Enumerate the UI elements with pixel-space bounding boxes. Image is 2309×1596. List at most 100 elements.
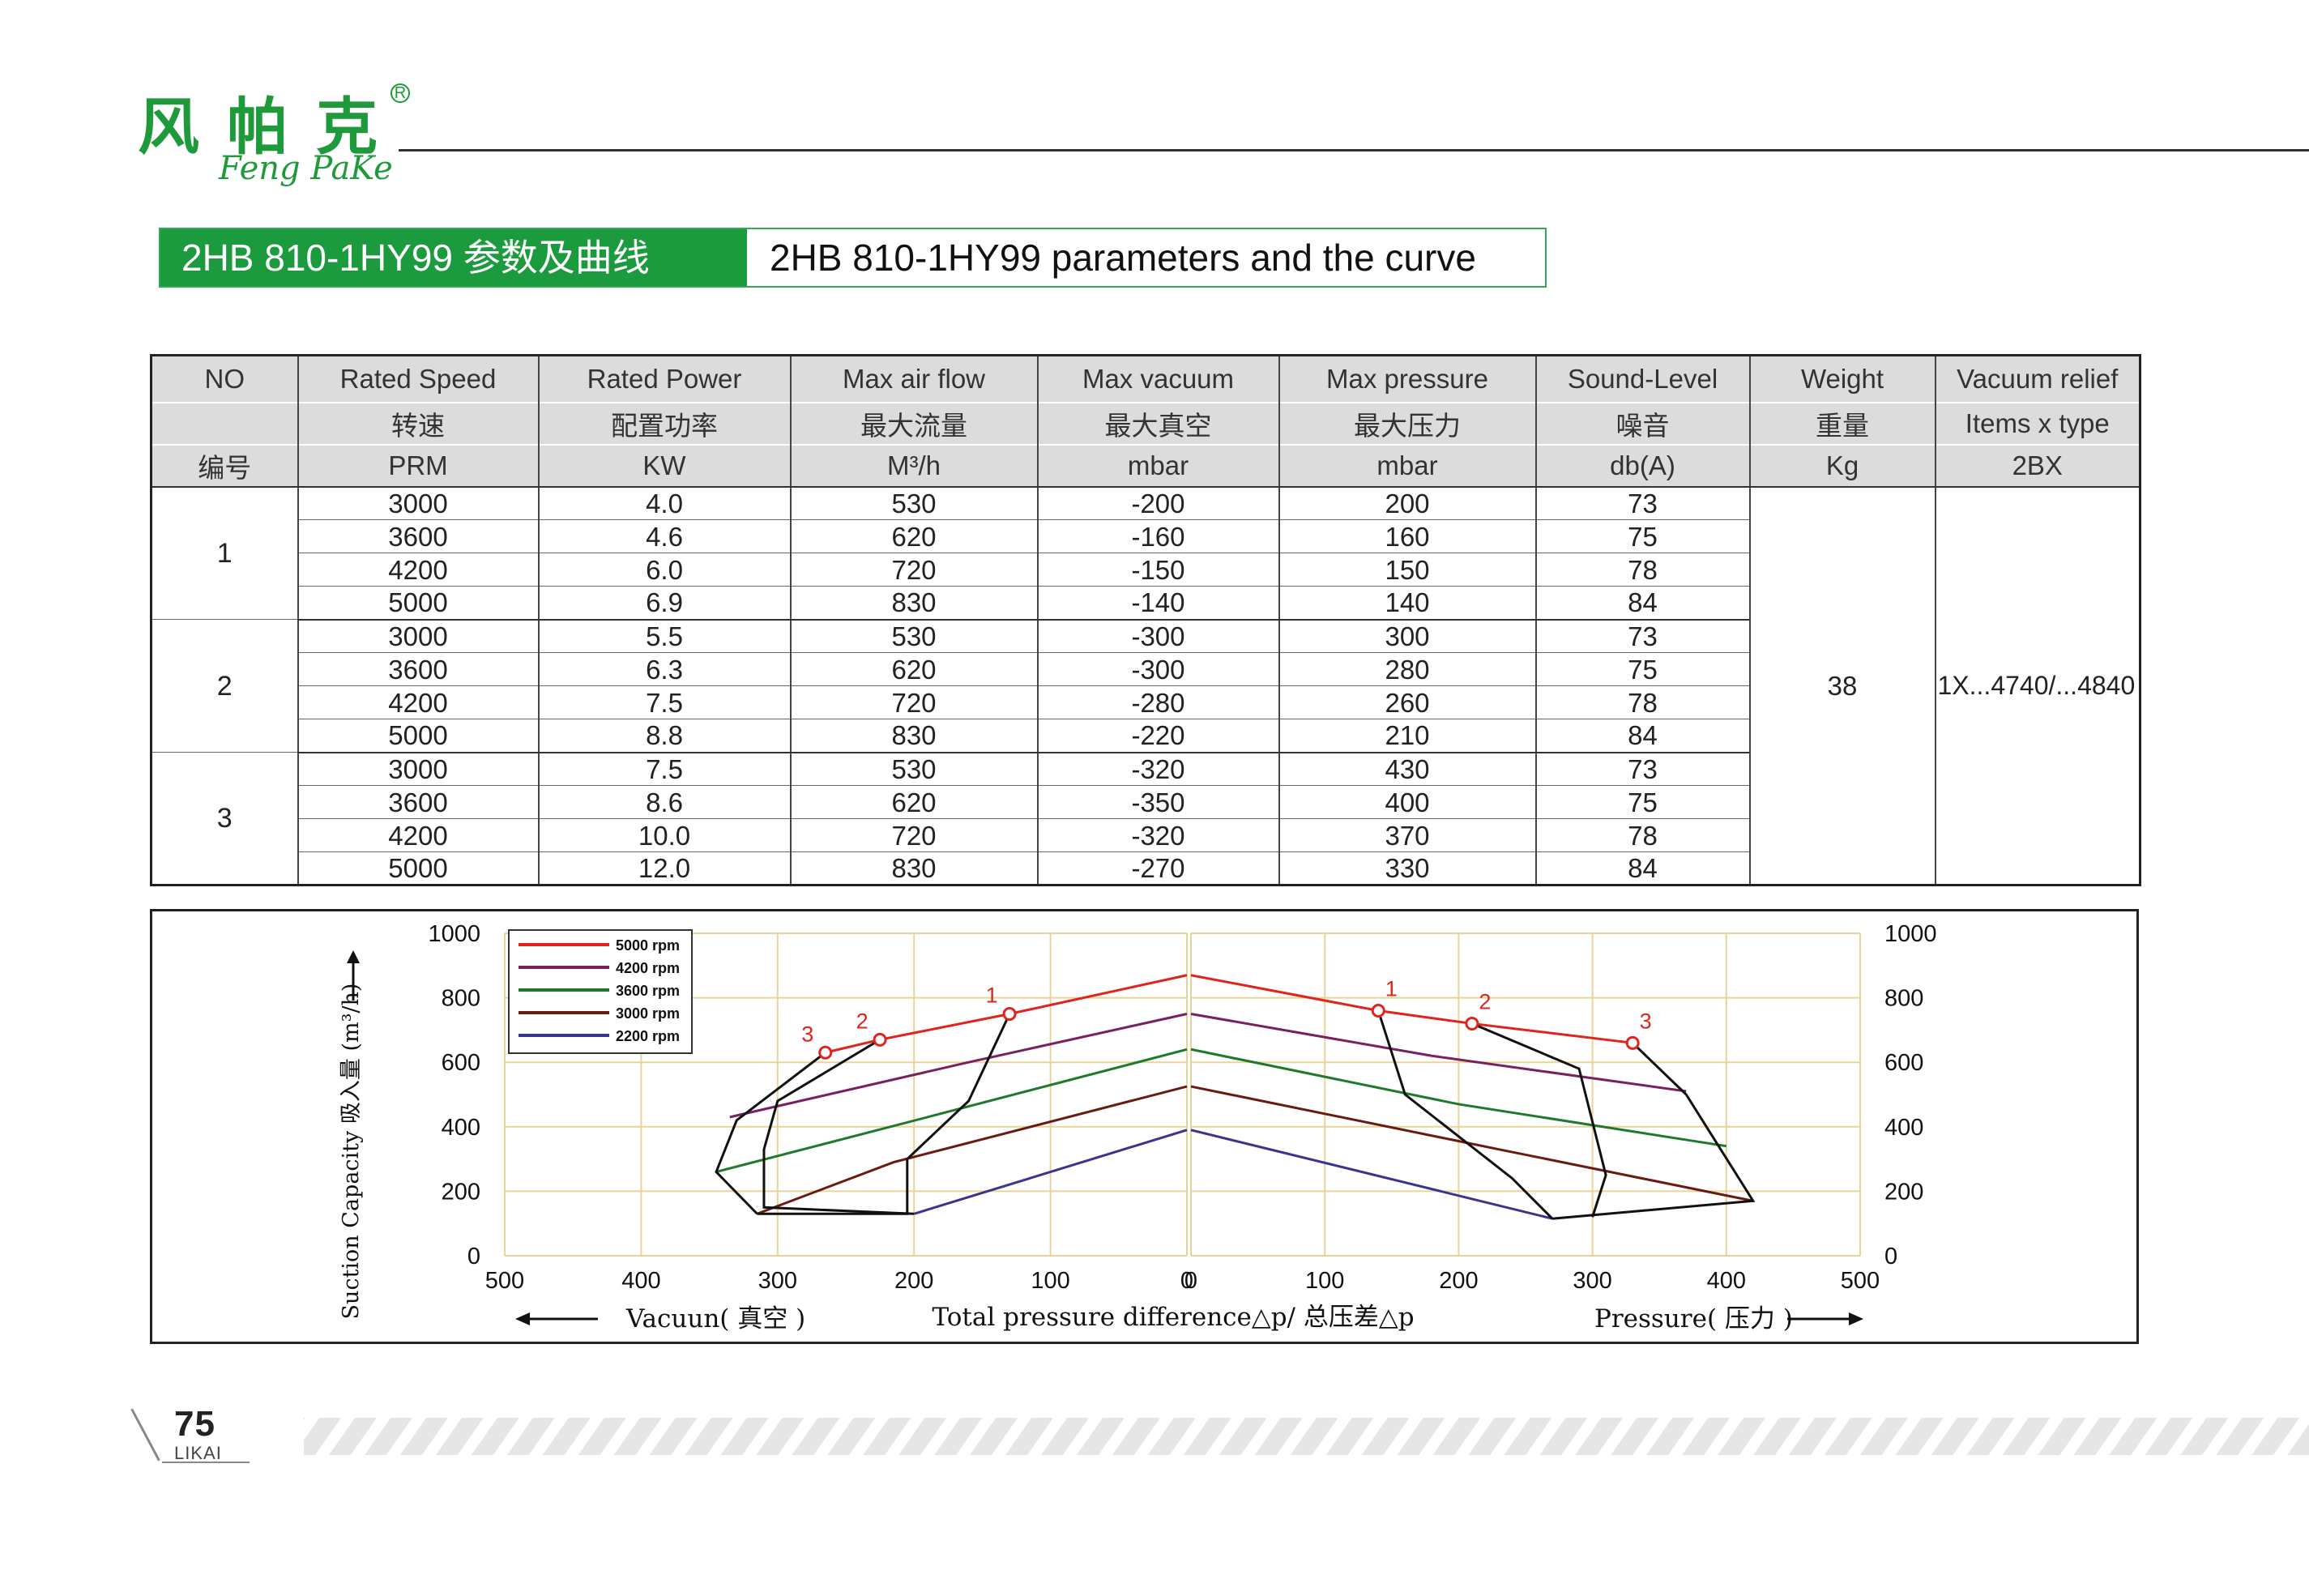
registered-mark-icon: R: [391, 83, 410, 103]
cell-pressure: 300: [1278, 619, 1536, 653]
cell-pressure: 400: [1278, 785, 1536, 819]
header-sound: Sound-Level: [1534, 355, 1750, 403]
cell-pressure: 210: [1278, 719, 1536, 753]
y-axis-arrow-head: [347, 950, 360, 963]
limit-marker-pressure: [1371, 1004, 1385, 1018]
cell-pressure: 370: [1278, 818, 1536, 852]
header-relief-type: Items x type: [1934, 401, 2140, 445]
cell-power: 7.5: [537, 752, 791, 786]
y-tick-label-left: 0: [467, 1244, 480, 1270]
brand-name-cn: 风帕克: [138, 91, 405, 163]
cell-sound: 78: [1534, 818, 1750, 852]
cell-speed: 3600: [297, 519, 539, 553]
cell-flow: 830: [789, 851, 1038, 886]
legend-label: 4200 rpm: [616, 960, 680, 976]
cell-sound: 84: [1534, 586, 1750, 621]
cell-sound: 78: [1534, 553, 1750, 587]
header-no: NO: [151, 355, 298, 403]
cell-speed: 3000: [297, 486, 539, 520]
limit-line-pressure: [1551, 1042, 1756, 1220]
section-title-en: 2HB 810-1HY99 parameters and the curve: [770, 237, 1476, 279]
cell-speed: 3600: [297, 785, 539, 819]
x-tick-label-vacuum: 0: [1180, 1268, 1193, 1294]
cell-sound: 73: [1534, 752, 1750, 786]
cell-pressure: 280: [1278, 652, 1536, 686]
cell-pressure: 330: [1278, 851, 1536, 886]
limit-label-pressure: 3: [1640, 1009, 1652, 1033]
cell-weight: 38: [1748, 486, 1936, 885]
cell-vacuum: -300: [1036, 652, 1279, 686]
y-axis-label: Suction Capacity 吸入量 (m³/h): [339, 984, 364, 1320]
cell-vacuum: -140: [1036, 586, 1279, 621]
x-tick-label-pressure: 100: [1305, 1268, 1344, 1294]
cell-flow: 620: [789, 785, 1038, 819]
header-power-unit: KW: [537, 443, 791, 488]
cell-power: 12.0: [537, 851, 791, 886]
y-tick-label-right: 0: [1884, 1244, 1897, 1270]
y-tick-label-left: 1000: [428, 921, 480, 947]
cell-speed: 5000: [297, 586, 539, 621]
header-power: Rated Power: [537, 355, 791, 403]
cell-flow: 720: [789, 553, 1038, 587]
cell-pressure: 140: [1278, 586, 1536, 621]
table-row: 3600 6.3 620 -300 280 75: [152, 652, 2140, 686]
cell-sound: 73: [1534, 619, 1750, 653]
table-row: 3600 4.6 620 -160 160 75: [152, 519, 2140, 553]
header-weight-cn: 重量: [1748, 401, 1936, 445]
legend-label: 5000 rpm: [616, 937, 680, 954]
cell-flow: 530: [789, 619, 1038, 653]
cell-sound: 75: [1534, 519, 1750, 553]
limit-label-vacuum: 1: [986, 984, 998, 1008]
header-speed-cn: 转速: [297, 401, 539, 445]
x-tick-label-pressure: 400: [1707, 1268, 1746, 1294]
table-row: 1 3000 4.0 530 -200 200 73 38 1X...4740/…: [151, 486, 2140, 885]
limit-marker-pressure: [1465, 1016, 1479, 1031]
table-row: 3 3000 7.5 530 -320 430 73: [151, 752, 2140, 885]
header-flow-cn: 最大流量: [789, 401, 1038, 445]
legend-label: 2200 rpm: [616, 1028, 680, 1044]
x-axis-label-vacuum: Vacuun( 真空 ): [625, 1304, 805, 1334]
group-number: 1: [151, 486, 298, 620]
limit-line-vacuum: [762, 1039, 915, 1215]
header-flow: Max air flow: [789, 355, 1038, 403]
header-vacuum: Max vacuum: [1036, 355, 1279, 403]
header-flow-unit: M³/h: [789, 443, 1038, 488]
vacuum-arrow-head: [515, 1312, 530, 1325]
cell-vacuum: -320: [1036, 818, 1279, 852]
cell-pressure: 160: [1278, 519, 1536, 553]
cell-sound: 84: [1534, 719, 1750, 753]
table-row: 5000 8.8 830 -220 210 84: [152, 719, 2140, 753]
footer-stripe-band: [304, 1418, 2309, 1455]
header-no-cn: [151, 401, 298, 445]
cell-pressure: 150: [1278, 553, 1536, 587]
header-sound-unit: db(A): [1534, 443, 1750, 488]
cell-pressure: 260: [1278, 685, 1536, 719]
cell-pressure: 200: [1278, 486, 1536, 520]
series-line-pressure: [1190, 974, 1633, 1044]
cell-power: 8.8: [537, 719, 791, 753]
table-row: 4200 10.0 720 -320 370 78: [152, 818, 2140, 852]
footer-slash-mark: [130, 1408, 160, 1462]
series-line-vacuum: [715, 1048, 1188, 1173]
x-tick-label-pressure: 300: [1573, 1268, 1611, 1294]
limit-line-vacuum: [715, 1052, 826, 1215]
header-vacuum-cn: 最大真空: [1036, 401, 1279, 445]
cell-speed: 3000: [297, 619, 539, 653]
header-relief: Vacuum relief: [1934, 355, 2140, 403]
group-number: 2: [151, 619, 298, 753]
cell-flow: 720: [789, 818, 1038, 852]
x-axis-label-center: Total pressure difference△p/ 总压差△p: [932, 1303, 1414, 1332]
limit-label-vacuum: 2: [856, 1009, 869, 1033]
cell-power: 8.6: [537, 785, 791, 819]
legend-label: 3000 rpm: [616, 1005, 680, 1022]
cell-power: 6.9: [537, 586, 791, 621]
header-speed-unit: PRM: [297, 443, 539, 488]
x-axis-label-pressure: Pressure( 压力 ): [1594, 1304, 1793, 1334]
group-number: 3: [151, 752, 298, 885]
header-sound-cn: 噪音: [1534, 401, 1750, 445]
legend-label: 3600 rpm: [616, 983, 680, 999]
cell-power: 10.0: [537, 818, 791, 852]
x-tick-label-vacuum: 500: [485, 1268, 524, 1294]
limit-label-vacuum: 3: [801, 1022, 813, 1046]
